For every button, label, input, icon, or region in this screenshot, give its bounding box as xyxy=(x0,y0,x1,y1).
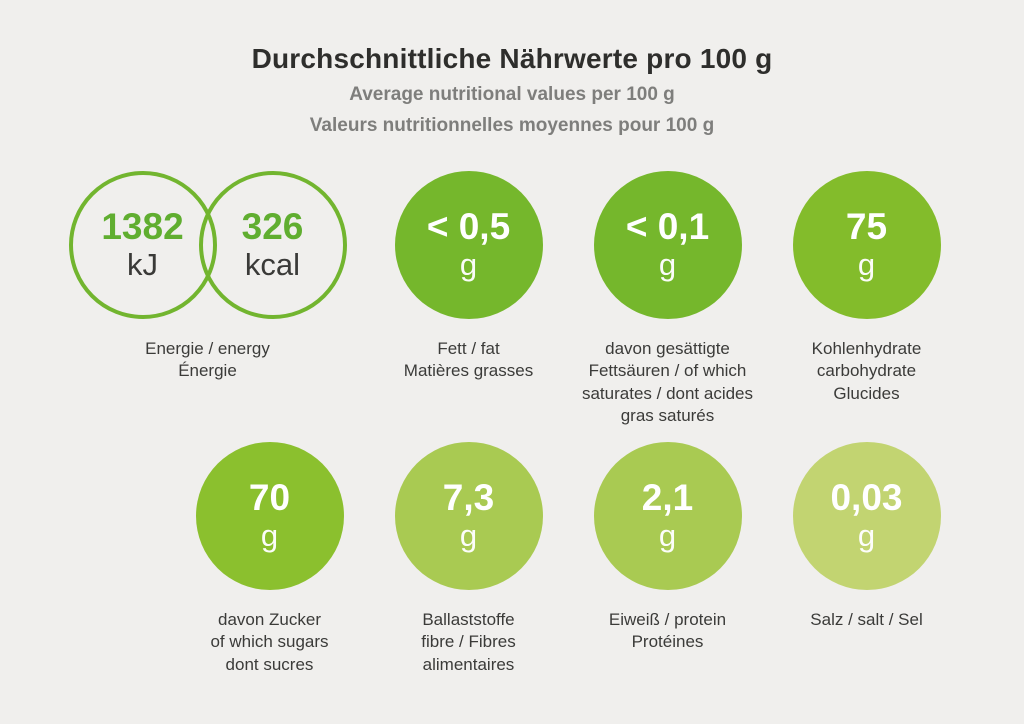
page-title: Durchschnittliche Nährwerte pro 100 g xyxy=(251,43,773,74)
nutrient-row-top: 1382 kJ 326 kcal Energie / energy Énergi… xyxy=(0,170,1024,442)
salt-unit: g xyxy=(857,517,876,553)
fat-value: < 0,5 xyxy=(426,205,511,247)
carbohydrate-value: 75 xyxy=(845,205,888,247)
nutrient-saturates: < 0,1 g davon gesättigte Fettsäuren / of… xyxy=(568,170,767,442)
energy-kj-circle: 1382 kJ xyxy=(68,170,217,319)
fat-label: Fett / fat Matières grasses xyxy=(403,338,534,381)
nutrient-row-bottom: 70 g davon Zucker of which sugars dont s… xyxy=(0,441,1024,676)
nutrient-fat: < 0,5 g Fett / fat Matières grasses xyxy=(369,170,568,442)
carbohydrate-label: Kohlenhydrate carbohydrate Glucides xyxy=(811,338,922,403)
subtitle-french: Valeurs nutritionnelles moyennes pour 10… xyxy=(309,115,715,137)
protein-label: Eiweiß / protein Protéines xyxy=(608,609,727,652)
saturates-value: < 0,1 xyxy=(625,205,710,247)
energy-kj-value: 1382 xyxy=(101,205,184,247)
nutrient-salt: 0,03 g Salz / salt / Sel xyxy=(767,441,966,676)
fibre-label: Ballaststoffe fibre / Fibres alimentaire… xyxy=(421,609,516,674)
saturates-label: davon gesättigte Fettsäuren / of which s… xyxy=(581,338,754,426)
salt-circle: 0,03 g xyxy=(792,441,941,590)
nutrient-sugars: 70 g davon Zucker of which sugars dont s… xyxy=(170,441,369,676)
salt-value: 0,03 xyxy=(830,476,903,518)
nutrient-protein: 2,1 g Eiweiß / protein Protéines xyxy=(568,441,767,676)
energy-kcal-value: 326 xyxy=(241,205,304,247)
protein-value: 2,1 xyxy=(641,476,694,518)
energy-kcal-unit: kcal xyxy=(244,246,301,282)
energy-kj-unit: kJ xyxy=(127,246,158,282)
sugars-unit: g xyxy=(260,517,279,553)
salt-label: Salz / salt / Sel xyxy=(810,609,923,629)
fibre-unit: g xyxy=(459,517,478,553)
fat-circle: < 0,5 g xyxy=(394,170,543,319)
nutrient-fibre: 7,3 g Ballaststoffe fibre / Fibres alime… xyxy=(369,441,568,676)
sugars-label: davon Zucker of which sugars dont sucres xyxy=(210,609,329,674)
nutrient-carbohydrate: 75 g Kohlenhydrate carbohydrate Glucides xyxy=(767,170,966,442)
sugars-value: 70 xyxy=(248,476,291,518)
protein-unit: g xyxy=(658,517,677,553)
carbohydrate-circle: 75 g xyxy=(792,170,941,319)
saturates-circle: < 0,1 g xyxy=(593,170,742,319)
sugars-circle: 70 g xyxy=(195,441,344,590)
protein-circle: 2,1 g xyxy=(593,441,742,590)
energy-kcal-circle: 326 kcal xyxy=(198,170,347,319)
energy-circles: 1382 kJ 326 kcal xyxy=(68,170,347,319)
nutrient-energy: 1382 kJ 326 kcal Energie / energy Énergi… xyxy=(68,170,347,442)
fat-unit: g xyxy=(459,246,478,282)
saturates-unit: g xyxy=(658,246,677,282)
energy-label: Energie / energy Énergie xyxy=(145,338,270,381)
carbohydrate-unit: g xyxy=(857,246,876,282)
header: Durchschnittliche Nährwerte pro 100 g Av… xyxy=(0,0,1024,139)
fibre-value: 7,3 xyxy=(442,476,495,518)
subtitle-english: Average nutritional values per 100 g xyxy=(349,83,675,105)
fibre-circle: 7,3 g xyxy=(394,441,543,590)
